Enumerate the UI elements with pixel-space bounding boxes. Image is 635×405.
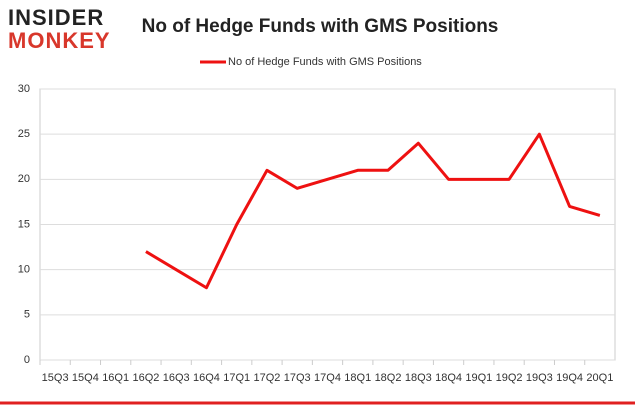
x-tick-label: 15Q4: [72, 372, 99, 384]
logo-bottom: MONKEY: [8, 28, 111, 53]
y-tick-label: 20: [18, 173, 30, 185]
x-tick-label: 18Q4: [435, 372, 462, 384]
y-tick-label: 0: [24, 354, 30, 366]
x-tick-label: 18Q2: [375, 372, 402, 384]
chart-title: No of Hedge Funds with GMS Positions: [142, 16, 499, 37]
x-tick-label: 16Q4: [193, 372, 220, 384]
legend-label: No of Hedge Funds with GMS Positions: [228, 56, 422, 68]
x-tick-label: 17Q3: [284, 372, 311, 384]
x-tick-label: 16Q3: [163, 372, 190, 384]
x-tick-label: 18Q1: [344, 372, 371, 384]
line: [145, 132, 601, 290]
x-tick-label: 17Q2: [254, 372, 281, 384]
y-tick-label: 25: [18, 128, 30, 140]
x-tick-label: 16Q2: [132, 372, 159, 384]
logo-top: INSIDER: [8, 5, 104, 30]
y-tick-label: 15: [18, 218, 30, 230]
x-tick-label: 19Q1: [465, 372, 492, 384]
y-tick-label: 30: [18, 83, 30, 95]
x-tick-label: 17Q4: [314, 372, 341, 384]
x-tick-label: 19Q3: [526, 372, 553, 384]
x-tick-label: 18Q3: [405, 372, 432, 384]
x-tick-label: 17Q1: [223, 372, 250, 384]
x-tick-label: 16Q1: [102, 372, 129, 384]
y-tick-label: 5: [24, 309, 30, 321]
x-tick-label: 19Q2: [496, 372, 523, 384]
y-tick-label: 10: [18, 264, 30, 276]
x-tick-label: 15Q3: [42, 372, 69, 384]
x-tick-label: 20Q1: [586, 372, 613, 384]
x-tick-label: 19Q4: [556, 372, 583, 384]
